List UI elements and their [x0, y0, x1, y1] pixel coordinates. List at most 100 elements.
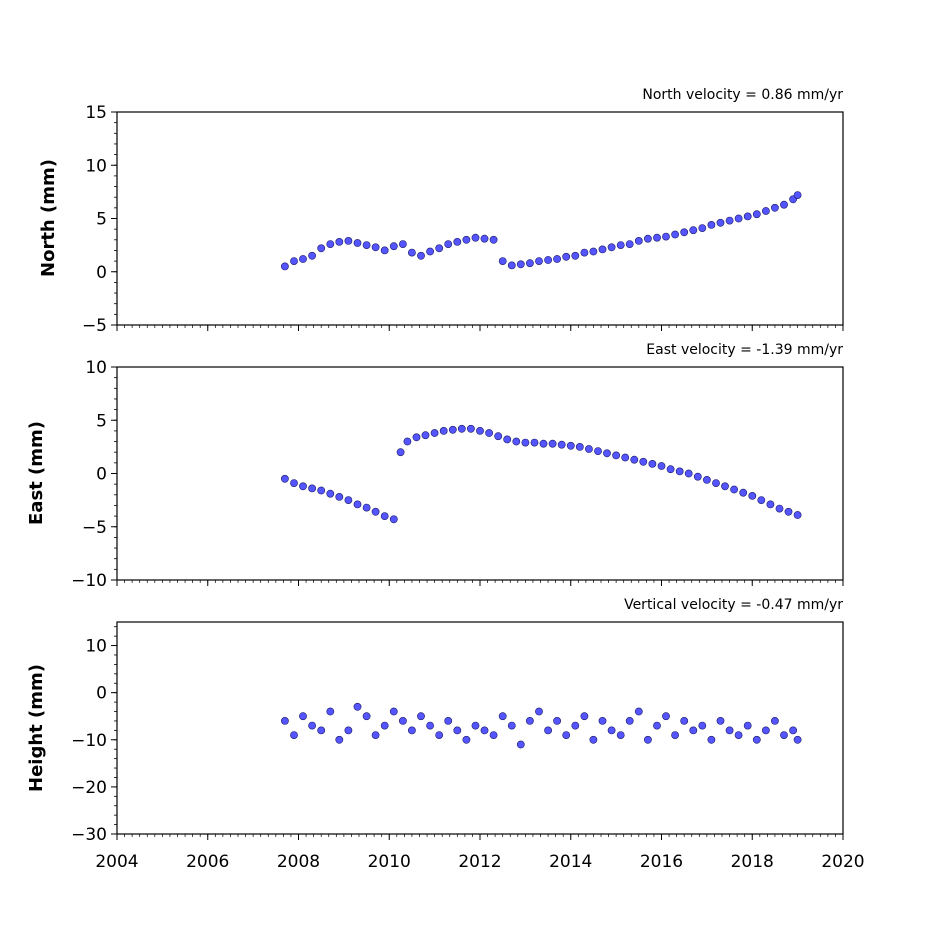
data-point — [653, 233, 661, 242]
data-point — [707, 735, 716, 744]
data-point — [612, 451, 620, 460]
data-point — [603, 449, 611, 458]
data-point — [553, 717, 561, 725]
height-panel: Vertical velocity = -0.47 mm/yr Height (… — [26, 597, 865, 872]
data-point — [762, 726, 770, 735]
data-point — [707, 220, 716, 229]
data-point — [299, 255, 307, 263]
data-point — [335, 237, 344, 246]
data-point — [530, 438, 539, 447]
data-point — [448, 425, 457, 434]
east-x-ticks — [116, 580, 844, 586]
data-point — [625, 717, 634, 725]
north-x-ticks — [116, 325, 844, 331]
data-point — [503, 435, 512, 444]
data-point — [757, 496, 766, 504]
data-point — [557, 440, 566, 449]
north-axes-frame — [116, 111, 844, 326]
data-point — [771, 717, 779, 725]
data-point — [616, 241, 625, 249]
data-point — [680, 717, 689, 725]
data-point — [634, 236, 643, 245]
data-point — [716, 717, 725, 725]
data-point — [489, 731, 498, 739]
data-point — [317, 244, 326, 253]
data-point — [698, 224, 707, 232]
y-tick-label: 15 — [85, 103, 107, 123]
data-point — [435, 731, 444, 739]
data-point — [353, 702, 362, 711]
data-point — [362, 503, 371, 512]
data-point — [562, 731, 571, 739]
data-point — [476, 426, 484, 435]
y-tick-label: 0 — [96, 263, 107, 283]
data-point — [725, 216, 734, 225]
y-tick-label: 10 — [85, 358, 107, 378]
data-point — [548, 439, 557, 448]
data-point — [344, 496, 353, 504]
x-tick-label: 2006 — [186, 852, 229, 872]
data-point — [417, 712, 425, 721]
data-point — [407, 248, 416, 257]
y-tick-label: −30 — [71, 825, 107, 845]
data-point — [585, 445, 593, 453]
y-tick-label: −10 — [71, 571, 107, 591]
data-point — [734, 214, 743, 223]
data-point — [594, 447, 602, 455]
y-tick-label: −5 — [82, 518, 107, 538]
data-point — [466, 424, 475, 433]
data-point — [480, 234, 489, 243]
data-point — [544, 256, 552, 264]
data-point — [616, 731, 625, 739]
data-point — [317, 726, 326, 735]
data-point — [766, 500, 775, 509]
east-velocity-title: East velocity = -1.39 mm/yr — [646, 342, 843, 358]
data-point — [308, 484, 316, 493]
data-point — [684, 469, 693, 478]
data-point — [462, 235, 471, 244]
data-point — [544, 726, 552, 735]
data-point — [743, 721, 752, 730]
data-point — [752, 735, 761, 744]
data-point — [308, 721, 316, 730]
height-x-ticks: 2004 2006 2008 2010 2012 2014 2016 2018 2020 — [95, 834, 865, 872]
data-point — [562, 252, 571, 261]
data-point — [716, 218, 725, 227]
height-y-axis-label: Height (mm) — [26, 664, 47, 792]
data-point — [371, 507, 380, 516]
data-point — [671, 230, 679, 239]
data-point — [444, 717, 453, 725]
data-point — [435, 244, 444, 253]
data-point — [775, 504, 784, 513]
data-point — [389, 242, 398, 251]
data-point — [280, 717, 289, 725]
x-tick-label: 2016 — [640, 852, 683, 872]
data-point — [457, 424, 466, 433]
y-tick-label: 5 — [96, 210, 107, 230]
data-point — [498, 257, 507, 265]
y-tick-label: −20 — [71, 778, 107, 798]
y-tick-label: 0 — [96, 684, 107, 704]
data-point — [680, 228, 689, 237]
data-point — [671, 731, 679, 739]
data-point — [494, 432, 503, 441]
data-point — [507, 721, 516, 730]
data-point — [662, 712, 670, 721]
data-point — [439, 426, 448, 435]
data-point — [403, 437, 412, 446]
y-tick-label: 5 — [96, 411, 107, 431]
data-point — [789, 726, 797, 735]
data-point — [398, 240, 407, 248]
data-point — [739, 488, 748, 497]
data-point — [299, 482, 307, 491]
data-point — [743, 212, 752, 221]
x-tick-label: 2014 — [549, 852, 592, 872]
data-point — [380, 721, 389, 730]
data-point — [471, 721, 480, 730]
data-point — [580, 712, 589, 721]
data-point — [589, 735, 598, 744]
data-point — [516, 740, 525, 749]
data-point — [771, 203, 779, 212]
vertical-velocity-title: Vertical velocity = -0.47 mm/yr — [624, 597, 843, 613]
